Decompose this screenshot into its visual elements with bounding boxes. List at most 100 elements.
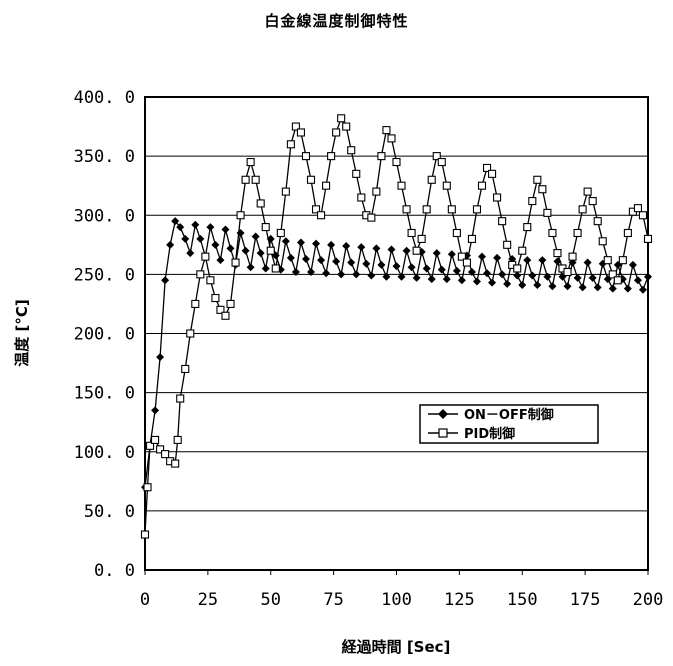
data-point-onoff <box>357 243 366 252</box>
data-point-pid <box>613 276 622 285</box>
x-tick-label: 25 <box>198 590 218 610</box>
data-point-pid <box>382 126 391 135</box>
data-point-onoff <box>593 283 602 292</box>
data-point-pid <box>286 140 295 149</box>
data-point-pid <box>246 157 255 167</box>
data-point-pid <box>186 329 195 338</box>
data-point-pid <box>623 228 632 238</box>
data-point-onoff <box>548 282 557 291</box>
data-point-pid <box>412 246 421 255</box>
data-point-onoff <box>151 406 160 415</box>
data-point-onoff <box>483 269 492 278</box>
data-point-pid <box>191 299 200 308</box>
data-point-pid <box>276 228 285 238</box>
data-point-pid <box>372 187 381 196</box>
data-point-onoff <box>427 275 436 284</box>
data-point-pid <box>271 264 280 273</box>
data-point-onoff <box>583 258 592 267</box>
data-point-onoff <box>437 265 446 274</box>
data-point-onoff <box>251 232 260 241</box>
data-point-onoff <box>211 240 220 249</box>
x-tick-label: 200 <box>633 590 664 610</box>
data-point-pid <box>296 128 305 137</box>
data-point-onoff <box>432 249 441 258</box>
data-point-pid <box>156 445 165 454</box>
y-tick-label: 300. 0 <box>74 206 135 226</box>
data-point-pid <box>322 181 331 190</box>
data-point-onoff <box>528 271 537 280</box>
data-point-onoff <box>538 256 547 265</box>
series-layer <box>140 114 653 539</box>
data-point-onoff <box>332 257 341 266</box>
data-point-pid <box>196 270 205 279</box>
data-point-onoff <box>221 225 230 234</box>
legend-square-marker <box>438 428 448 438</box>
data-point-pid <box>528 197 537 206</box>
y-tick-label: 0. 0 <box>94 561 135 581</box>
data-point-onoff <box>306 268 315 277</box>
data-point-pid <box>402 205 411 214</box>
data-point-onoff <box>503 279 512 288</box>
data-point-pid <box>533 175 542 184</box>
data-point-pid <box>337 114 346 123</box>
data-point-onoff <box>186 249 195 258</box>
x-tick-label: 100 <box>381 590 412 610</box>
data-point-pid <box>482 163 492 172</box>
data-point-onoff <box>377 260 386 269</box>
y-tick-label: 200. 0 <box>74 325 135 345</box>
data-point-pid <box>342 122 351 131</box>
data-point-pid <box>367 213 376 222</box>
data-point-pid <box>553 249 562 258</box>
legend-box <box>419 404 599 444</box>
data-point-pid <box>638 211 648 220</box>
data-point-pid <box>357 193 366 202</box>
y-tick-label: 250. 0 <box>74 265 135 285</box>
data-point-onoff <box>543 272 552 281</box>
data-point-onoff <box>422 264 431 273</box>
data-point-onoff <box>342 241 351 250</box>
legend: ON－OFF制御 PID制御 <box>419 404 599 444</box>
data-point-onoff <box>196 234 205 243</box>
data-point-onoff <box>156 353 165 362</box>
data-point-pid <box>216 305 225 314</box>
data-point-onoff <box>407 263 416 272</box>
data-point-pid <box>417 234 426 243</box>
data-point-onoff <box>317 256 326 265</box>
data-point-onoff <box>281 237 290 246</box>
data-point-onoff <box>362 259 371 268</box>
data-point-onoff <box>291 268 300 277</box>
data-point-onoff <box>467 268 476 277</box>
data-point-pid <box>221 311 230 320</box>
data-point-onoff <box>488 278 497 287</box>
data-point-pid <box>588 197 597 206</box>
data-point-pid <box>231 258 240 267</box>
data-point-pid <box>633 204 642 213</box>
data-point-pid <box>281 187 290 196</box>
data-point-onoff <box>457 276 466 285</box>
data-point-pid <box>201 252 210 261</box>
data-point-onoff <box>322 269 331 278</box>
data-point-pid <box>327 152 336 161</box>
data-point-pid <box>457 252 466 261</box>
chart-title: 白金線温度制御特性 <box>264 12 409 30</box>
data-point-pid <box>583 187 592 196</box>
data-point-onoff <box>533 281 542 290</box>
data-point-onoff <box>638 285 647 294</box>
data-point-onoff <box>472 277 481 286</box>
legend-diamond-marker <box>438 409 448 419</box>
data-point-pid <box>518 246 527 255</box>
data-point-onoff <box>392 262 401 271</box>
data-point-pid <box>568 252 577 261</box>
data-point-pid <box>261 223 270 232</box>
data-point-onoff <box>286 253 295 262</box>
data-point-pid <box>563 267 572 277</box>
data-point-pid <box>316 211 326 220</box>
data-point-onoff <box>216 256 225 265</box>
data-point-pid <box>211 293 220 303</box>
data-point-pid <box>206 276 215 285</box>
data-point-pid <box>241 175 250 184</box>
data-point-pid <box>618 256 627 265</box>
y-axis-title: 温度 [°C] <box>13 299 31 366</box>
data-point-onoff <box>498 270 507 279</box>
series-line-pid <box>144 116 649 535</box>
